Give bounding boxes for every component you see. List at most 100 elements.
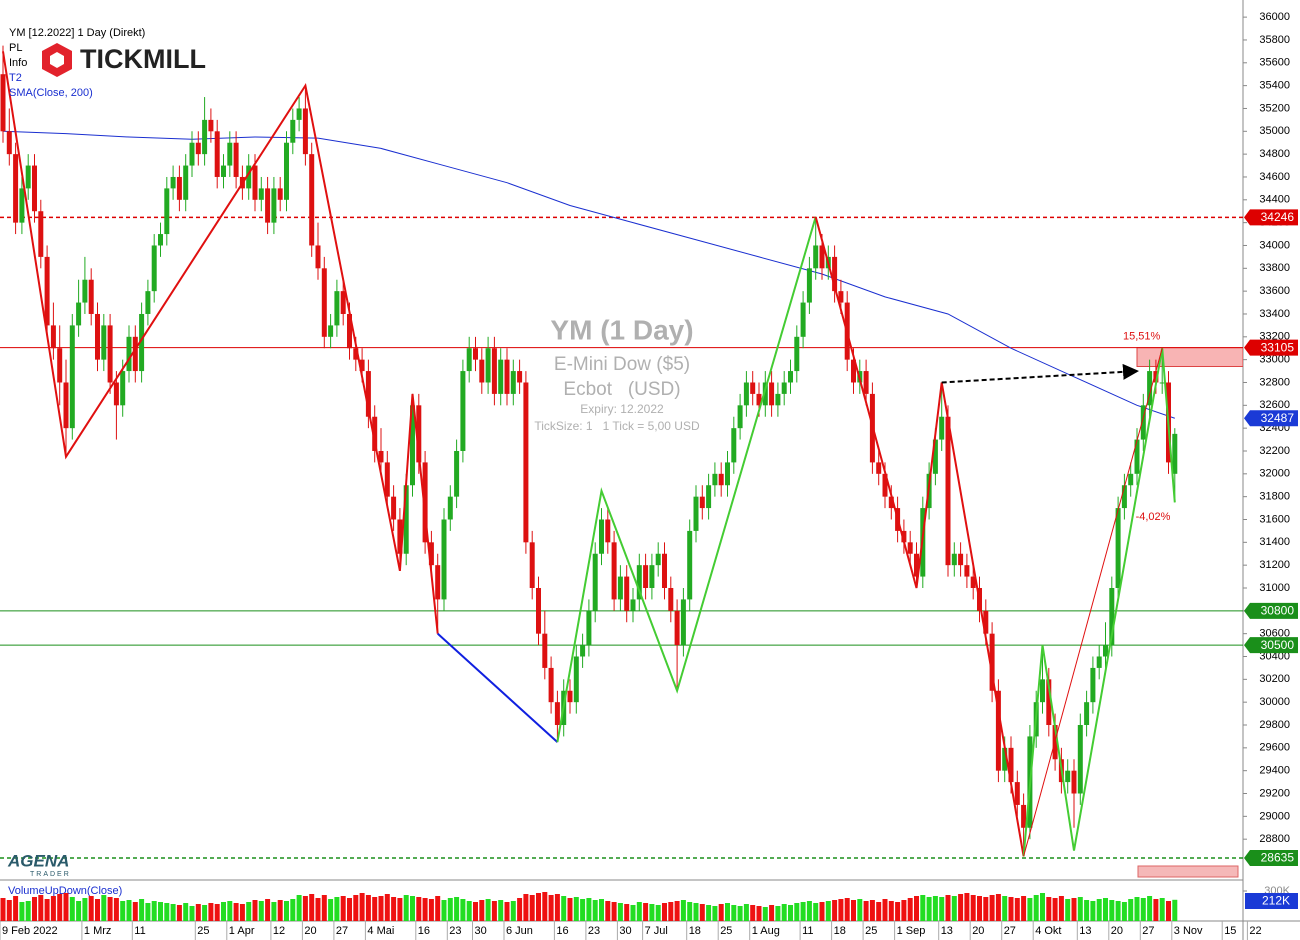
volume-bar: [523, 894, 529, 921]
volume-bar: [479, 900, 485, 921]
volume-bar: [592, 900, 598, 921]
volume-bar: [536, 893, 541, 921]
watermark-title: YM (1 Day): [550, 314, 693, 345]
candle-body: [13, 154, 19, 223]
volume-last-label: 212K: [1262, 894, 1290, 908]
volume-bar: [1096, 899, 1102, 921]
candle-body: [630, 599, 636, 611]
annotation: -4,02%: [1136, 511, 1171, 523]
menu-item[interactable]: T2: [9, 72, 22, 84]
candle-body: [19, 188, 25, 223]
volume-bar: [712, 906, 718, 921]
candle-body: [907, 542, 913, 554]
y-tick-label: 31600: [1259, 513, 1290, 525]
x-tick-label: 16: [556, 925, 568, 937]
volume-bar: [914, 896, 919, 921]
volume-bar: [510, 901, 516, 921]
candle-body: [202, 119, 208, 155]
candle-body: [101, 325, 107, 360]
candle-body: [1159, 382, 1165, 384]
candle-body: [706, 485, 712, 509]
volume-bar: [113, 898, 119, 921]
candle-body: [82, 279, 88, 303]
volume-bar: [548, 895, 554, 921]
volume-bar: [139, 899, 145, 921]
volume-label: VolumeUpDown(Close): [8, 885, 122, 897]
candle-body: [233, 142, 239, 177]
y-tick-label: 29800: [1259, 719, 1290, 731]
volume-bar: [460, 899, 466, 921]
candle-body: [725, 462, 730, 486]
volume-bar: [1033, 895, 1039, 921]
candle-body: [1021, 804, 1027, 828]
x-tick-label: 22: [1249, 925, 1261, 937]
candle-body: [139, 313, 145, 372]
candle-body: [674, 610, 680, 646]
y-tick-label: 34000: [1259, 239, 1290, 251]
candle-body: [1115, 508, 1121, 588]
volume-bar: [750, 905, 756, 921]
candle-body: [1008, 747, 1014, 783]
logo-icon: [50, 52, 64, 68]
trend-line: [1022, 348, 1176, 857]
candle-body: [126, 336, 132, 372]
y-tick-label: 30400: [1259, 650, 1290, 662]
candle-body: [6, 131, 12, 155]
candle-body: [838, 291, 844, 303]
candle-body: [517, 371, 523, 383]
x-tick-label: 1 Mrz: [84, 925, 112, 937]
candle-body: [1014, 782, 1020, 805]
candle-body: [44, 256, 50, 326]
volume-bar: [1002, 896, 1008, 921]
candle-body: [132, 336, 138, 372]
x-tick-label: 11: [802, 925, 813, 937]
x-tick-label: 16: [418, 925, 430, 937]
volume-bar: [315, 898, 321, 921]
menu-item[interactable]: Info: [9, 57, 27, 69]
candle-body: [536, 587, 541, 634]
candle-body: [410, 405, 415, 486]
volume-bar: [762, 907, 768, 921]
volume-bar: [340, 896, 346, 921]
volume-bar: [939, 897, 945, 921]
candle-body: [158, 234, 163, 246]
candle-body: [88, 279, 94, 314]
volume-bar: [737, 906, 743, 921]
volume-bar: [907, 898, 913, 921]
volume-bar: [580, 899, 586, 921]
candle-body: [939, 416, 945, 440]
candle-body: [334, 291, 340, 326]
volume-bar: [649, 904, 655, 921]
candle-body: [441, 519, 447, 600]
x-tick-label: 23: [449, 925, 461, 937]
volume-bar: [617, 903, 623, 921]
y-tick-label: 34600: [1259, 171, 1290, 183]
candle-body: [914, 553, 919, 577]
annotation: 15,51%: [1123, 331, 1161, 343]
volume-bar: [630, 905, 636, 921]
candle-body: [680, 599, 686, 646]
volume-bar: [1166, 901, 1171, 921]
volume-bar: [57, 894, 63, 921]
y-tick-label: 34400: [1259, 194, 1290, 206]
volume-bar: [529, 895, 535, 921]
volume-bar: [806, 901, 812, 921]
volume-bar: [863, 901, 869, 921]
y-tick-label: 29200: [1259, 787, 1290, 799]
volume-bar: [1159, 898, 1165, 921]
menu-item[interactable]: PL: [9, 42, 22, 54]
candle-body: [460, 371, 466, 451]
volume-bar: [674, 901, 680, 921]
candle-body: [731, 428, 737, 463]
volume-bar: [13, 896, 19, 921]
volume-bar: [1172, 899, 1178, 921]
candle-body: [25, 165, 31, 189]
candle-body: [403, 485, 409, 554]
candle-body: [882, 473, 888, 497]
candle-body: [554, 702, 560, 726]
candle-body: [145, 291, 151, 314]
volume-bar: [636, 902, 642, 921]
candle-body: [454, 450, 460, 497]
candle-body: [756, 393, 762, 406]
candle-body: [0, 74, 6, 132]
